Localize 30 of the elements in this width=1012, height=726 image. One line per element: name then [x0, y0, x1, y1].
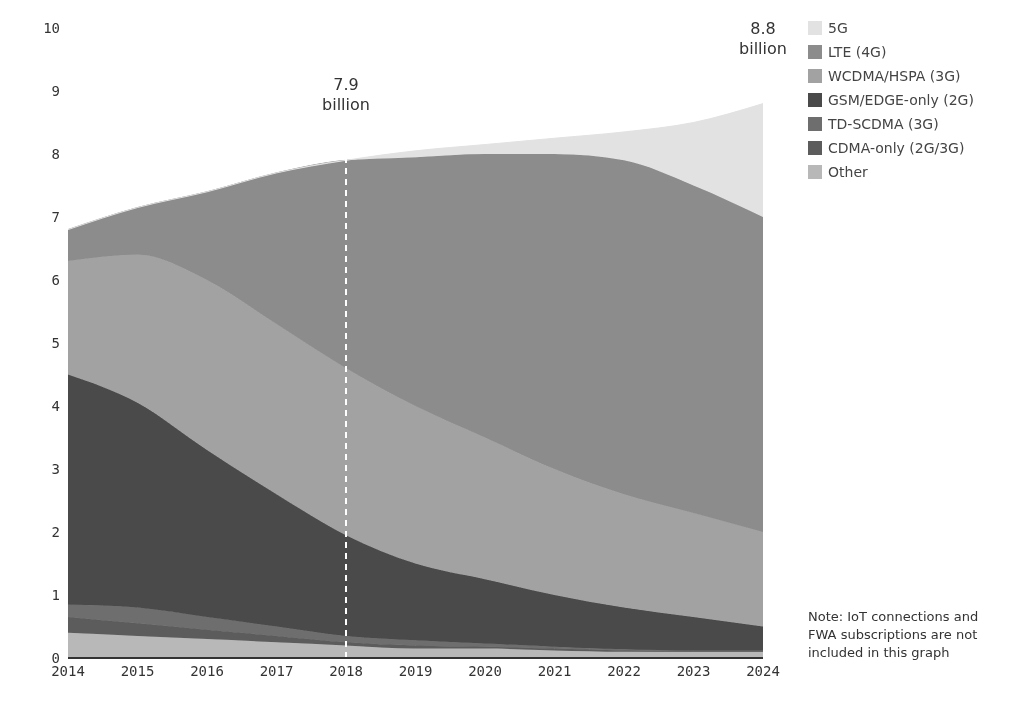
annotation: 8.8 billion — [739, 18, 787, 58]
x-tick-label: 2019 — [398, 662, 433, 679]
y-tick-label: 5 — [51, 334, 60, 351]
legend-label: GSM/EDGE-only (2G) — [828, 92, 974, 108]
legend-label: 5G — [828, 20, 848, 36]
x-tick-label: 2023 — [676, 662, 711, 679]
legend-label: LTE (4G) — [828, 44, 887, 60]
x-tick-label: 2016 — [190, 662, 224, 679]
x-tick-label: 2015 — [120, 662, 155, 679]
x-tick-label: 2018 — [329, 662, 363, 679]
y-tick-label: 8 — [51, 145, 60, 162]
legend-label: TD-SCDMA (3G) — [828, 116, 939, 132]
y-tick-label: 6 — [51, 271, 60, 288]
y-tick-label: 10 — [43, 19, 60, 36]
x-tick-label: 2022 — [607, 662, 641, 679]
y-tick-label: 2 — [51, 523, 60, 540]
legend-label: Other — [828, 164, 868, 180]
legend-label: CDMA-only (2G/3G) — [828, 140, 965, 156]
annotation: 7.9 billion — [322, 75, 370, 115]
y-tick-label: 1 — [51, 586, 60, 603]
y-tick-label: 4 — [51, 397, 60, 414]
x-tick-label: 2021 — [537, 662, 572, 679]
x-tick-label: 2020 — [468, 662, 502, 679]
x-tick-label: 2017 — [259, 662, 294, 679]
y-tick-label: 9 — [51, 82, 60, 99]
y-tick-label: 3 — [51, 460, 60, 477]
x-tick-label: 2024 — [746, 662, 780, 679]
legend-label: WCDMA/HSPA (3G) — [828, 68, 961, 84]
text: Note: IoT connections and FWA subscriptions are not included in this graph — [808, 608, 980, 662]
y-tick-label: 7 — [51, 208, 60, 225]
